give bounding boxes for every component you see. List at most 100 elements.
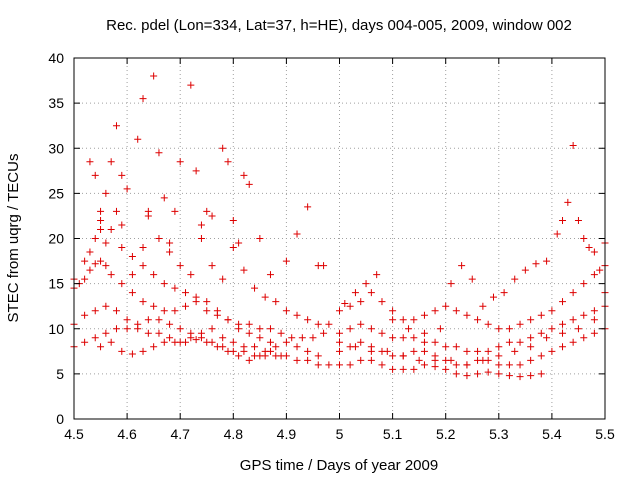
data-point <box>516 320 524 328</box>
data-point <box>452 361 460 369</box>
y-tick-label: 35 <box>48 95 64 111</box>
data-point <box>537 352 545 360</box>
data-point <box>389 334 397 342</box>
x-tick-label: 5.5 <box>595 426 615 442</box>
data-point <box>346 325 354 333</box>
data-point <box>293 343 301 351</box>
data-point <box>118 171 126 179</box>
x-axis-label: GPS time / Days of year 2009 <box>240 457 438 474</box>
data-point <box>224 158 232 166</box>
data-point <box>107 271 115 279</box>
data-point <box>399 316 407 324</box>
data-point <box>166 334 174 342</box>
data-point <box>91 260 99 268</box>
data-point <box>81 338 89 346</box>
data-point <box>336 329 343 337</box>
data-point <box>266 325 274 333</box>
data-point <box>399 365 407 373</box>
data-point <box>505 372 513 380</box>
data-point <box>410 334 418 342</box>
data-point <box>569 142 577 150</box>
data-point <box>203 207 211 215</box>
data-point <box>86 266 94 274</box>
data-point <box>505 361 513 369</box>
data-point <box>559 329 567 337</box>
data-point <box>336 307 343 315</box>
data-point <box>197 329 205 337</box>
series-sat-j <box>336 302 609 355</box>
data-point <box>150 72 158 80</box>
data-point <box>192 293 200 301</box>
data-point <box>527 356 535 364</box>
data-point <box>367 347 375 355</box>
data-point <box>139 244 147 252</box>
data-point <box>495 361 503 369</box>
data-point <box>378 298 386 306</box>
x-axis-ticks: 4.5 4.6 4.7 4.8 4.9 5 5.1 5.2 5.3 5.4 5.5 <box>64 58 615 442</box>
data-point <box>187 81 195 89</box>
data-point <box>139 95 147 103</box>
data-point <box>203 338 211 346</box>
data-point <box>245 329 253 337</box>
x-tick-label: 5.3 <box>489 426 509 442</box>
data-point <box>505 325 513 333</box>
data-point <box>585 244 593 252</box>
data-point <box>346 302 354 310</box>
data-point <box>91 235 99 242</box>
data-point <box>389 365 397 373</box>
data-point <box>474 316 482 324</box>
data-point <box>203 307 211 315</box>
data-point <box>160 338 168 346</box>
data-point <box>272 298 280 306</box>
data-point <box>553 230 561 238</box>
data-point <box>128 253 136 261</box>
data-point <box>81 311 89 319</box>
data-point <box>282 338 290 346</box>
data-point <box>288 334 296 342</box>
data-point <box>251 284 259 292</box>
data-point <box>171 307 179 315</box>
y-tick-label: 10 <box>48 321 64 337</box>
data-point <box>266 338 274 346</box>
data-point <box>155 235 163 242</box>
data-point <box>107 225 115 233</box>
x-tick-label: 4.6 <box>117 426 137 442</box>
data-point <box>357 320 365 328</box>
data-point <box>527 316 535 324</box>
data-point <box>251 343 259 351</box>
chart-title: Rec. pdel (Lon=334, Lat=37, h=HE), days … <box>106 17 572 34</box>
data-point <box>378 329 386 337</box>
data-point <box>107 338 115 346</box>
data-point <box>309 334 317 342</box>
data-point <box>569 338 577 346</box>
data-point <box>484 368 492 376</box>
data-point <box>304 316 312 324</box>
data-point <box>192 167 200 175</box>
data-point <box>139 347 147 355</box>
data-point <box>208 262 216 270</box>
data-point <box>436 325 444 333</box>
data-point <box>304 347 312 355</box>
data-point <box>112 325 120 333</box>
data-point <box>336 338 343 346</box>
data-point <box>235 352 243 360</box>
data-point <box>245 320 253 328</box>
y-tick-label: 30 <box>48 140 64 156</box>
data-point <box>240 266 248 274</box>
data-point <box>160 194 168 202</box>
series-sat-m <box>336 289 609 369</box>
series-sat-k <box>336 262 609 333</box>
data-point <box>261 347 269 355</box>
data-point <box>304 203 312 211</box>
data-point <box>320 329 328 337</box>
data-point <box>367 289 375 297</box>
data-point <box>166 320 174 328</box>
data-point <box>399 352 407 360</box>
data-point <box>442 302 450 310</box>
data-point <box>463 311 471 319</box>
y-tick-label: 20 <box>48 231 64 247</box>
data-point <box>171 284 179 292</box>
data-point <box>516 361 524 369</box>
data-point <box>112 207 120 215</box>
data-point <box>166 239 174 247</box>
